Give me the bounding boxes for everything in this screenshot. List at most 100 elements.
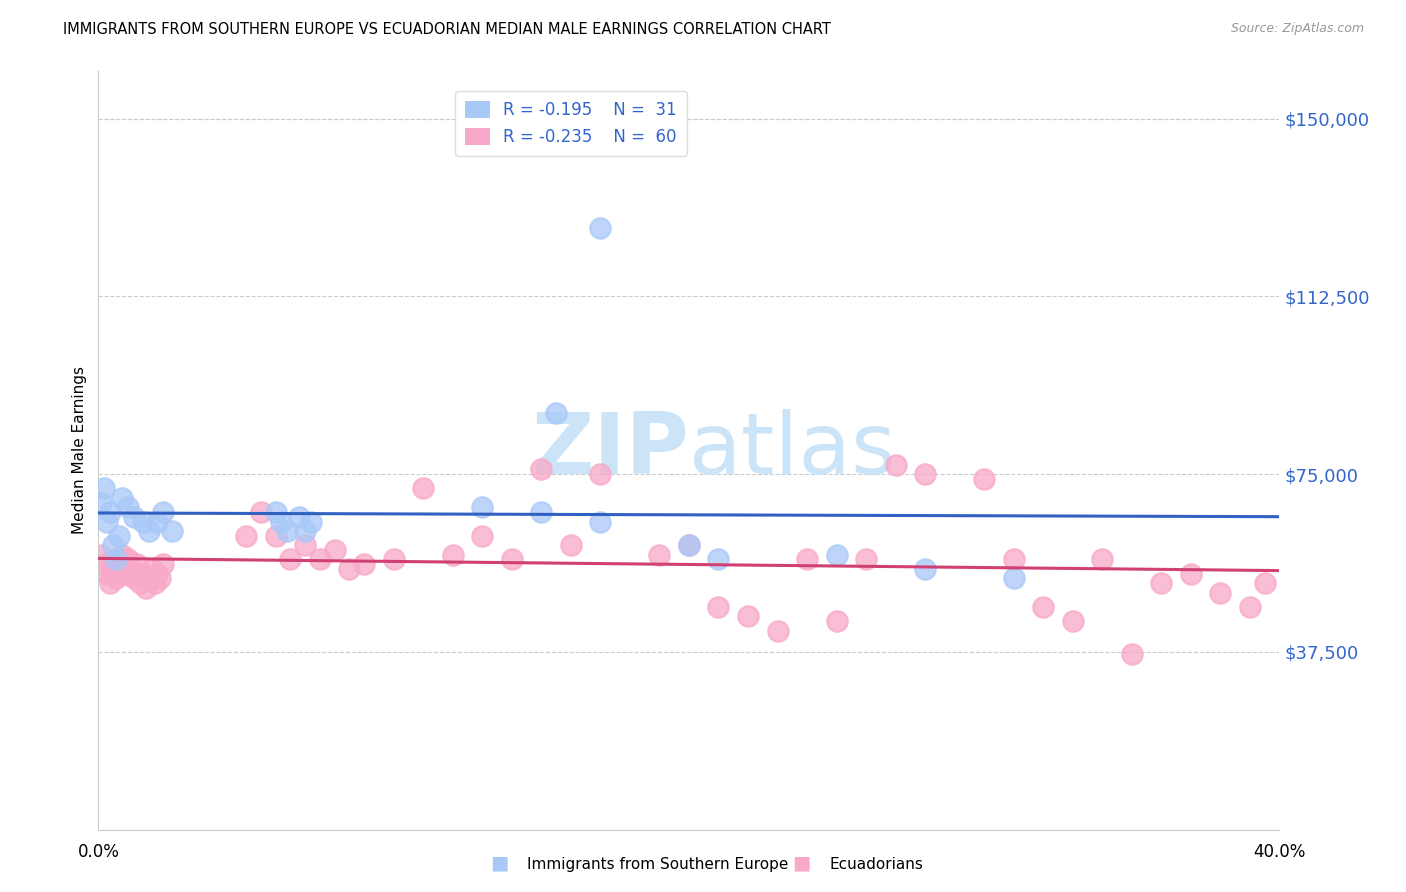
Text: IMMIGRANTS FROM SOUTHERN EUROPE VS ECUADORIAN MEDIAN MALE EARNINGS CORRELATION C: IMMIGRANTS FROM SOUTHERN EUROPE VS ECUAD…	[63, 22, 831, 37]
Point	[90, 548, 112, 562]
Point	[149, 571, 172, 585]
Point	[546, 405, 568, 420]
Point	[135, 581, 157, 595]
Point	[264, 505, 287, 519]
Point	[235, 529, 257, 543]
Text: ZIP: ZIP	[531, 409, 689, 492]
Point	[105, 552, 128, 566]
Point	[120, 562, 142, 576]
Point	[114, 566, 136, 581]
Point	[530, 505, 553, 519]
Point	[530, 462, 553, 476]
Point	[1254, 576, 1277, 591]
Point	[1062, 614, 1084, 628]
Y-axis label: Median Male Earnings: Median Male Earnings	[72, 367, 87, 534]
Text: Source: ZipAtlas.com: Source: ZipAtlas.com	[1230, 22, 1364, 36]
Point	[471, 529, 494, 543]
Point	[93, 557, 115, 572]
Point	[973, 472, 995, 486]
Point	[152, 557, 174, 572]
Point	[1121, 647, 1143, 661]
Point	[96, 566, 118, 581]
Point	[339, 562, 361, 576]
Legend: R = -0.195    N =  31, R = -0.235    N =  60: R = -0.195 N = 31, R = -0.235 N = 60	[456, 91, 686, 156]
Point	[589, 220, 612, 235]
Point	[914, 562, 936, 576]
Point	[855, 552, 877, 566]
Point	[825, 548, 848, 562]
Point	[323, 543, 346, 558]
Point	[1091, 552, 1114, 566]
Point	[111, 548, 134, 562]
Point	[678, 538, 700, 552]
Point	[103, 562, 125, 576]
Point	[825, 614, 848, 628]
Point	[143, 576, 166, 591]
Point	[280, 552, 302, 566]
Point	[1209, 585, 1232, 599]
Point	[353, 557, 375, 572]
Point	[294, 524, 316, 538]
Point	[678, 538, 700, 552]
Point	[146, 515, 169, 529]
Point	[707, 552, 730, 566]
Point	[117, 552, 139, 566]
Point	[471, 500, 494, 515]
Point	[560, 538, 582, 552]
Point	[96, 515, 118, 529]
Point	[98, 505, 121, 519]
Text: atlas: atlas	[689, 409, 897, 492]
Point	[1032, 599, 1054, 614]
Point	[103, 538, 125, 552]
Point	[501, 552, 523, 566]
Point	[294, 538, 316, 552]
Point	[884, 458, 907, 472]
Text: ■: ■	[792, 854, 811, 872]
Point	[132, 515, 155, 529]
Point	[766, 624, 789, 638]
Point	[108, 529, 131, 543]
Point	[93, 482, 115, 496]
Point	[98, 576, 121, 591]
Point	[108, 562, 131, 576]
Point	[441, 548, 464, 562]
Point	[132, 566, 155, 581]
Point	[914, 467, 936, 482]
Point	[125, 557, 148, 572]
Point	[707, 599, 730, 614]
Point	[737, 609, 759, 624]
Point	[270, 515, 292, 529]
Point	[1150, 576, 1173, 591]
Point	[162, 524, 183, 538]
Point	[264, 529, 287, 543]
Point	[152, 505, 174, 519]
Point	[589, 467, 612, 482]
Point	[276, 524, 298, 538]
Point	[90, 495, 112, 509]
Point	[250, 505, 273, 519]
Point	[412, 482, 434, 496]
Point	[138, 571, 160, 585]
Point	[122, 571, 145, 585]
Point	[111, 491, 134, 505]
Text: ■: ■	[489, 854, 509, 872]
Text: Ecuadorians: Ecuadorians	[830, 857, 924, 872]
Point	[117, 500, 139, 515]
Text: Immigrants from Southern Europe: Immigrants from Southern Europe	[527, 857, 789, 872]
Point	[796, 552, 818, 566]
Point	[122, 509, 145, 524]
Point	[299, 515, 322, 529]
Point	[128, 576, 150, 591]
Point	[1002, 552, 1025, 566]
Point	[589, 515, 612, 529]
Point	[1002, 571, 1025, 585]
Point	[288, 509, 311, 524]
Point	[382, 552, 405, 566]
Point	[105, 571, 128, 585]
Point	[1239, 599, 1261, 614]
Point	[1180, 566, 1202, 581]
Point	[146, 566, 169, 581]
Point	[141, 562, 163, 576]
Point	[309, 552, 332, 566]
Point	[138, 524, 160, 538]
